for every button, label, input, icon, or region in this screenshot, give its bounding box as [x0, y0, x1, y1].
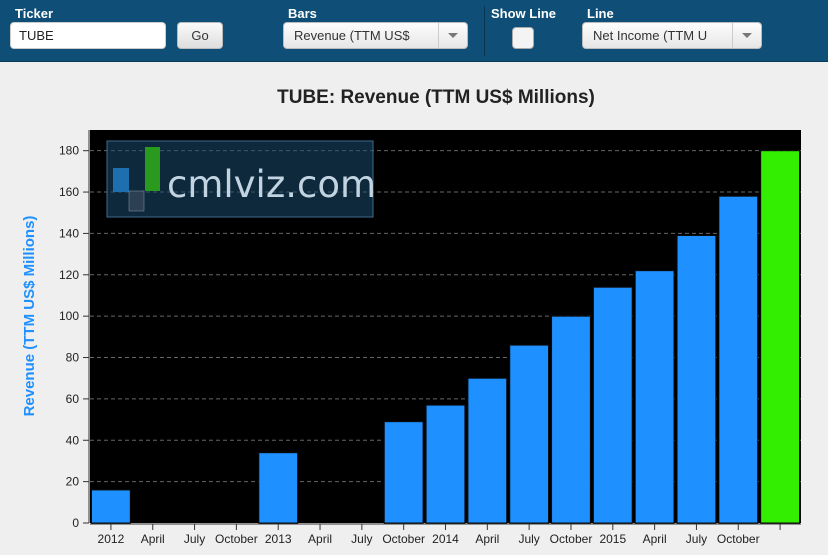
x-tick-label: 2013	[265, 532, 292, 546]
y-tick-label: 80	[66, 351, 80, 365]
bar	[467, 377, 508, 524]
show-line-label: Show Line	[491, 6, 556, 21]
y-axis-label: Revenue (TTM US$ Millions)	[21, 216, 38, 417]
x-tick-label: April	[643, 532, 667, 546]
x-tick-label: October	[215, 532, 258, 546]
y-tick-label: 40	[66, 433, 80, 447]
cmlviz-logo: cmlviz.com	[106, 140, 376, 218]
y-tick-label: 60	[66, 392, 80, 406]
y-tick-label: 0	[72, 516, 79, 530]
y-tick-label: 160	[59, 185, 79, 199]
x-tick-label: July	[351, 532, 372, 546]
bar	[383, 421, 424, 524]
y-tick-label: 20	[66, 475, 80, 489]
chevron-down-icon	[438, 23, 467, 48]
logo-candle-blue	[113, 168, 129, 192]
bars-select-value: Revenue (TTM US$	[294, 28, 410, 43]
logo-candle-green	[145, 147, 160, 191]
x-tick-label: October	[382, 532, 425, 546]
x-tick-label: 2015	[599, 532, 626, 546]
ticker-input[interactable]: TUBE	[10, 22, 166, 49]
bar	[760, 150, 800, 524]
y-tick-label: 180	[59, 144, 79, 158]
chevron-down-icon	[732, 23, 761, 48]
line-select[interactable]: Net Income (TTM U	[582, 22, 762, 49]
bars-select[interactable]: Revenue (TTM US$	[283, 22, 468, 49]
line-select-value: Net Income (TTM U	[593, 28, 708, 43]
x-tick-label: July	[686, 532, 707, 546]
x-tick-label: 2012	[98, 532, 125, 546]
x-tick-label: April	[475, 532, 499, 546]
chart-title: TUBE: Revenue (TTM US$ Millions)	[277, 87, 595, 108]
bar	[258, 452, 299, 524]
bar	[718, 195, 759, 524]
bar	[425, 404, 466, 524]
toolbar-divider	[484, 6, 485, 56]
toolbar: Ticker TUBE Go Bars Revenue (TTM US$ Sho…	[0, 0, 828, 62]
bar	[592, 286, 633, 524]
x-tick-label: October	[550, 532, 593, 546]
bar	[551, 315, 591, 524]
show-line-checkbox[interactable]	[512, 27, 534, 49]
logo-text: cmlviz.com	[167, 163, 376, 206]
x-tick-label: July	[184, 532, 205, 546]
x-tick-label: 2014	[432, 532, 459, 546]
x-tick-label: April	[141, 532, 165, 546]
go-button[interactable]: Go	[177, 22, 223, 49]
y-tick-label: 140	[59, 226, 79, 240]
logo-candle-dark	[128, 190, 145, 212]
bar	[509, 344, 550, 524]
bar	[676, 234, 717, 524]
bar	[91, 489, 131, 524]
bar	[634, 270, 675, 524]
x-tick-label: July	[518, 532, 539, 546]
bars-label: Bars	[288, 6, 317, 21]
x-tick-label: October	[717, 532, 760, 546]
x-tick-label: April	[308, 532, 332, 546]
y-tick-label: 120	[59, 268, 79, 282]
line-label: Line	[587, 6, 614, 21]
ticker-label: Ticker	[15, 6, 54, 21]
y-tick-label: 100	[59, 309, 79, 323]
